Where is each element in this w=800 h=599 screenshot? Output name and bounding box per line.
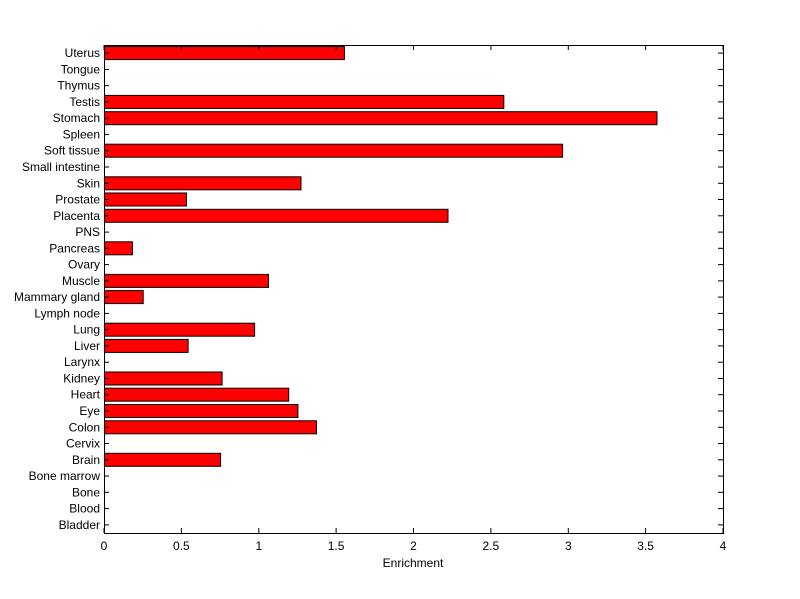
x-tick-label-8: 4 xyxy=(720,539,727,553)
y-tick-label-colon: Colon xyxy=(69,420,100,434)
y-tick-label-bone: Bone xyxy=(72,485,100,499)
bar-soft-tissue xyxy=(104,143,564,158)
bar-lung xyxy=(104,322,256,337)
y-tick-label-uterus: Uterus xyxy=(65,46,100,60)
bar-muscle xyxy=(104,273,269,288)
x-tick-label-5: 2.5 xyxy=(483,539,500,553)
bar-testis xyxy=(104,94,505,109)
bars-group xyxy=(104,46,658,467)
y-tick-label-liver: Liver xyxy=(74,339,100,353)
y-tick-label-muscle: Muscle xyxy=(62,274,100,288)
y-tick-label-thymus: Thymus xyxy=(57,79,100,93)
y-tick-label-soft-tissue: Soft tissue xyxy=(44,144,100,158)
y-tick-label-skin: Skin xyxy=(77,176,100,190)
bar-colon xyxy=(104,420,317,435)
y-tick-label-cervix: Cervix xyxy=(66,437,100,451)
y-tick-label-larynx: Larynx xyxy=(64,355,100,369)
bar-skin xyxy=(104,176,302,191)
y-tick-label-testis: Testis xyxy=(69,95,100,109)
bar-prostate xyxy=(104,192,187,207)
y-tick-label-blood: Blood xyxy=(69,502,100,516)
x-tick-label-6: 3 xyxy=(565,539,572,553)
y-tick-label-lung: Lung xyxy=(73,323,100,337)
y-tick-label-heart: Heart xyxy=(71,388,101,402)
y-tick-label-stomach: Stomach xyxy=(53,111,100,125)
bar-placenta xyxy=(104,208,449,223)
x-tick-label-3: 1.5 xyxy=(328,539,345,553)
bar-mammary-gland xyxy=(104,290,144,305)
y-tick-label-spleen: Spleen xyxy=(63,128,100,142)
y-tick-label-pancreas: Pancreas xyxy=(49,241,100,255)
y-tick-labels: Uterus Tongue Thymus Testis Stomach Spleen Sof… xyxy=(14,46,101,532)
y-tick-label-tongue: Tongue xyxy=(61,62,101,76)
y-tick-label-bladder: Bladder xyxy=(59,518,100,532)
y-tick-label-brain: Brain xyxy=(72,453,100,467)
x-tick-label-0: 0 xyxy=(101,539,108,553)
x-tick-label-1: 0.5 xyxy=(173,539,190,553)
bar-kidney xyxy=(104,371,223,386)
bar-uterus xyxy=(104,46,345,61)
y-tick-label-placenta: Placenta xyxy=(53,209,100,223)
y-tick-label-pns: PNS xyxy=(75,225,100,239)
x-axis-label: Enrichment xyxy=(383,556,444,570)
y-tick-label-kidney: Kidney xyxy=(63,372,100,386)
x-tick-label-2: 1 xyxy=(255,539,262,553)
y-tick-label-lymph-node: Lymph node xyxy=(34,306,100,320)
bar-stomach xyxy=(104,111,658,126)
y-tick-label-ovary: Ovary xyxy=(68,258,100,272)
x-tick-label-4: 2 xyxy=(410,539,417,553)
y-tick-label-bone-marrow: Bone marrow xyxy=(29,469,101,483)
plot-frame xyxy=(104,45,724,534)
x-tick-label-7: 3.5 xyxy=(637,539,654,553)
y-tick-label-mammary-gland: Mammary gland xyxy=(14,290,100,304)
bar-liver xyxy=(104,338,189,353)
y-tick-label-eye: Eye xyxy=(79,404,100,418)
bar-brain xyxy=(104,452,222,467)
bar-heart xyxy=(104,387,290,402)
y-tick-label-prostate: Prostate xyxy=(55,193,100,207)
y-tick-label-small-intestine: Small intestine xyxy=(22,160,100,174)
bar-eye xyxy=(104,404,299,418)
x-tick-labels: 0 0.5 1 1.5 2 2.5 3 3.5 4 xyxy=(101,539,727,553)
